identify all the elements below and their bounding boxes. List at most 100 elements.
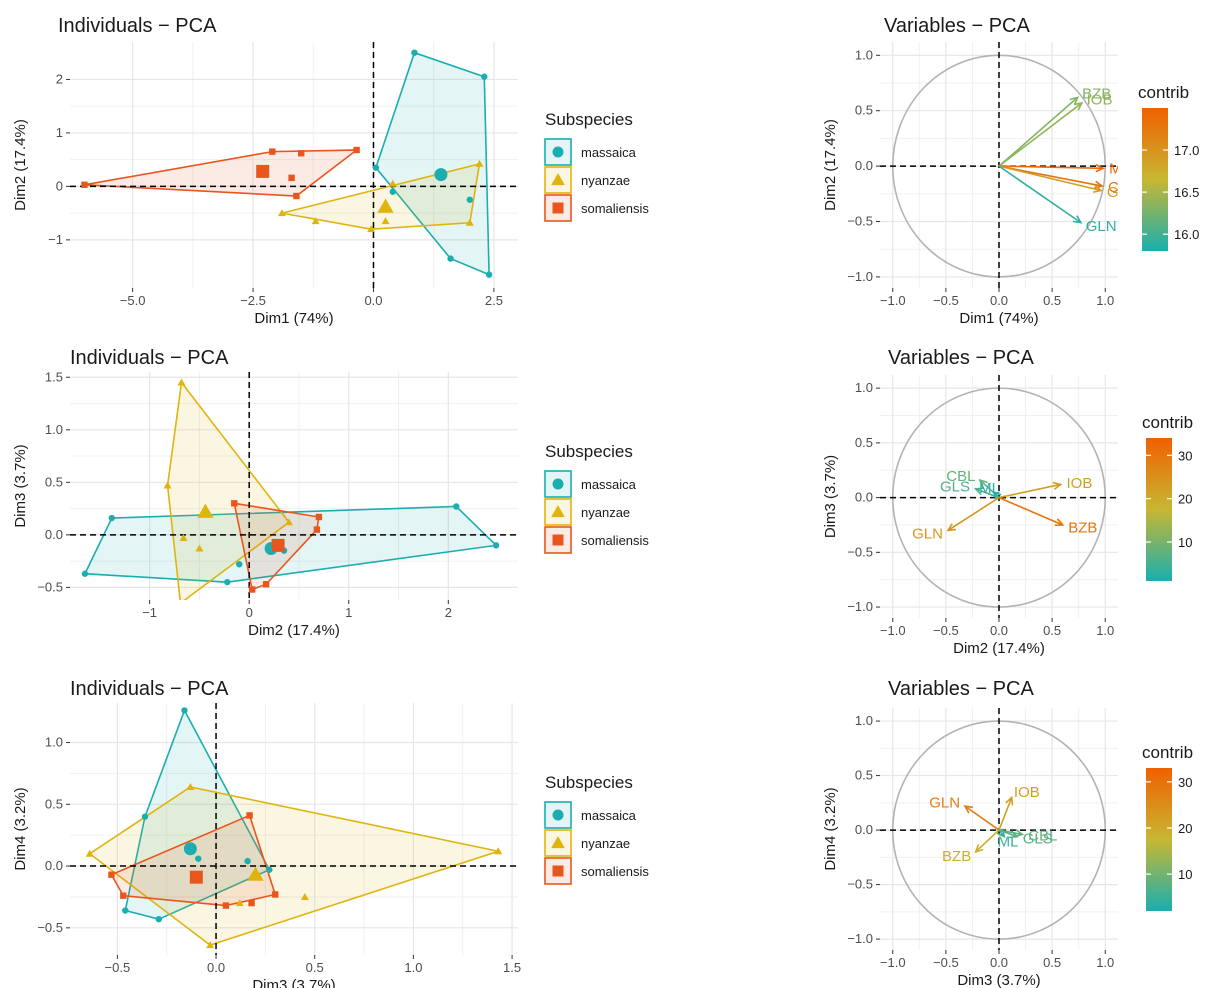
- y-axis-label: Dim4 (3.2%): [12, 787, 29, 870]
- data-layer: [70, 703, 518, 955]
- hull-massaica: [374, 51, 490, 276]
- legend-title: contrib: [1138, 83, 1189, 102]
- legend-label-massaica: massaica: [581, 808, 637, 823]
- centroid-nyanzae: [247, 866, 264, 881]
- x-tick-label: 1.0: [1096, 293, 1114, 308]
- y-tick-label: −0.5: [37, 920, 63, 935]
- colorbar-tick-label: 30: [1178, 448, 1192, 463]
- point-somaliensis: [120, 892, 127, 899]
- chart-title: Variables − PCA: [884, 15, 1030, 37]
- point-nyanzae: [300, 892, 309, 900]
- arrowhead-BZB: [974, 844, 984, 854]
- y-tick-label: 1: [56, 125, 63, 140]
- x-axis-label: Dim2 (17.4%): [953, 640, 1045, 657]
- colorbar-tick-label: 16.0: [1174, 227, 1199, 242]
- vector-label-BZB: BZB: [1082, 85, 1111, 102]
- x-tick-label: 0.0: [990, 293, 1008, 308]
- arrowhead-IOB: [1005, 795, 1014, 806]
- arrowhead-GLS: [1093, 184, 1103, 193]
- x-tick-label: −0.5: [933, 293, 959, 308]
- point-somaliensis: [222, 902, 230, 909]
- legend-label-nyanzae: nyanzae: [581, 173, 630, 188]
- point-somaliensis: [248, 586, 256, 593]
- legend-title: Subspecies: [545, 110, 633, 129]
- point-massaica: [122, 907, 129, 914]
- point-massaica: [181, 707, 188, 714]
- legend-title: contrib: [1142, 413, 1193, 432]
- vector-IOB: [998, 102, 1083, 167]
- legend-label-somaliensis: somaliensis: [581, 533, 649, 548]
- point-somaliensis: [246, 812, 253, 819]
- point-nyanzae: [163, 481, 172, 489]
- x-tick-label: 0: [246, 605, 253, 620]
- arrowhead-ML: [992, 490, 1002, 500]
- x-tick-label: −0.5: [105, 960, 131, 975]
- legend-marker-somaliensis: [552, 865, 564, 877]
- x-tick-label: 1.5: [503, 960, 521, 975]
- y-tick-label: 0.0: [855, 490, 873, 505]
- colorbar: [1146, 768, 1172, 911]
- vector-label-ML: ML: [979, 480, 1000, 497]
- legend-label-massaica: massaica: [581, 477, 637, 492]
- y-tick-label: 0.5: [855, 768, 873, 783]
- vector-label-GLS: GLS: [940, 479, 970, 496]
- vector-label-ML: ML: [1109, 160, 1130, 177]
- vector-label-GLN: GLN: [912, 526, 943, 543]
- vector-GLN: [964, 805, 1000, 831]
- y-tick-label: 1.0: [855, 47, 873, 62]
- x-tick-label: −0.5: [933, 623, 959, 638]
- x-tick-label: 1: [345, 605, 352, 620]
- point-nyanzae: [277, 209, 286, 217]
- plot-background: [70, 372, 518, 600]
- panel-var23: −1.0 −0.5 0.0 0.5 1.0 −1.0 −0.5 0.0 0.5 1.0 Variab…: [822, 347, 1193, 657]
- hull-massaica: [83, 505, 498, 583]
- point-nyanzae: [179, 534, 188, 542]
- point-massaica: [466, 196, 474, 203]
- y-tick-label: −0.5: [847, 544, 873, 559]
- legend-label-nyanzae: nyanzae: [581, 505, 630, 520]
- legend-label-nyanzae: nyanzae: [581, 836, 630, 851]
- x-tick-label: 0.5: [306, 960, 324, 975]
- legend-label-somaliensis: somaliensis: [581, 864, 649, 879]
- x-tick-label: −2.5: [240, 293, 266, 308]
- x-tick-label: 0.0: [207, 960, 225, 975]
- y-axis-label: Dim3 (3.7%): [12, 444, 29, 527]
- panel-ind34: −0.5 0.0 0.5 1.0 1.5 −0.5 0.0 0.5 1.0 Individuals…: [12, 678, 649, 988]
- vector-GLS: [998, 829, 1018, 838]
- x-tick-label: 2: [445, 605, 452, 620]
- y-tick-label: 0.5: [45, 474, 63, 489]
- vector-BZB: [998, 496, 1064, 526]
- legend-marker-nyanzae: [551, 836, 565, 849]
- y-tick-label: −0.5: [847, 877, 873, 892]
- y-tick-label: 1.0: [45, 422, 63, 437]
- x-tick-label: 1.0: [1096, 623, 1114, 638]
- plot-background: [70, 703, 518, 955]
- data-layer: [70, 372, 518, 600]
- point-somaliensis: [269, 148, 276, 155]
- point-somaliensis: [353, 146, 360, 154]
- x-tick-label: 0.0: [990, 955, 1008, 970]
- panel-var12: −1.0 −0.5 0.0 0.5 1.0 −1.0 −0.5 0.0 0.5 1.0 Variab…: [822, 15, 1199, 327]
- colorbar: [1146, 438, 1172, 581]
- x-tick-label: 0.0: [364, 293, 382, 308]
- y-tick-label: 0.0: [45, 858, 63, 873]
- centroid-massaica: [183, 842, 197, 856]
- centroid-nyanzae: [197, 503, 214, 518]
- vector-label-IOB: IOB: [1087, 91, 1113, 108]
- point-nyanzae: [475, 159, 484, 167]
- vector-BZB: [998, 96, 1079, 167]
- arrowhead-GLS: [973, 487, 984, 496]
- vector-GLS: [998, 165, 1102, 192]
- hull-massaica: [124, 708, 271, 921]
- arrowhead-GLN: [946, 523, 957, 532]
- centroid-somaliensis: [256, 164, 270, 178]
- x-tick-label: 1.0: [1096, 955, 1114, 970]
- y-tick-label: 1.5: [45, 369, 63, 384]
- legend: Subspecies massaica nyanzae somaliensis: [544, 110, 649, 222]
- point-nyanzae: [235, 899, 244, 907]
- x-axis-label: Dim3 (3.7%): [957, 972, 1040, 988]
- y-tick-label: 0.5: [45, 796, 63, 811]
- point-massaica: [141, 813, 149, 820]
- legend-marker-massaica: [552, 809, 564, 821]
- point-nyanzae: [465, 218, 474, 226]
